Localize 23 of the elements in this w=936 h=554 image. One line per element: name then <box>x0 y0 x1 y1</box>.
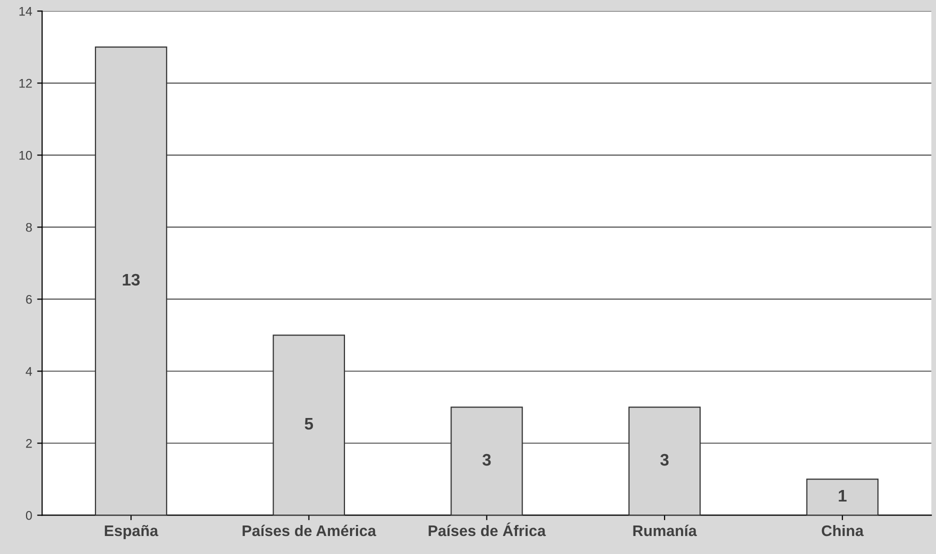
x-tick-label: España <box>104 525 158 540</box>
x-tick-label: Países de América <box>242 524 376 536</box>
y-tick-label: 12 <box>19 78 32 88</box>
bar <box>806 478 879 516</box>
bar <box>450 406 523 516</box>
y-tick-label: 14 <box>19 7 32 16</box>
y-tick-label: 2 <box>26 439 32 448</box>
y-tick-label: 0 <box>26 511 32 520</box>
x-tick-label: China <box>822 524 864 536</box>
bar <box>94 46 168 516</box>
data-label: 3 <box>660 454 669 466</box>
data-label: 5 <box>304 418 314 430</box>
bar <box>628 406 701 516</box>
x-tick-label: Países de África <box>428 522 546 536</box>
y-tick-label: 6 <box>26 294 32 304</box>
y-tick-label: 4 <box>26 367 32 376</box>
data-label: 1 <box>838 490 847 502</box>
y-tick-label: 10 <box>19 150 32 160</box>
data-label: 13 <box>122 274 140 286</box>
x-tick-label: Rumanía <box>633 524 697 536</box>
data-label: 3 <box>482 454 491 466</box>
bar <box>272 334 346 516</box>
y-tick-label: 8 <box>26 222 32 232</box>
